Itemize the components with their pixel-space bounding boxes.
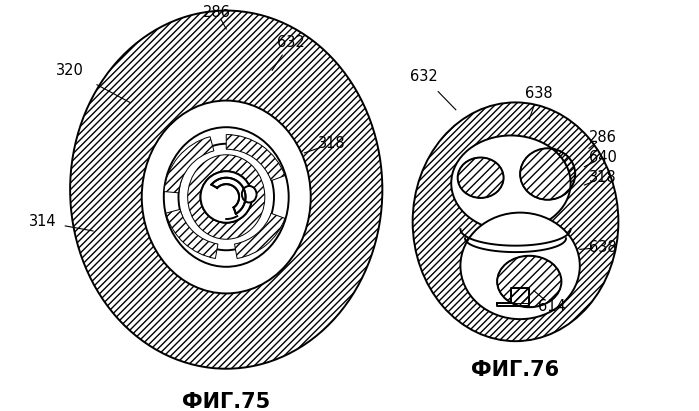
Ellipse shape (201, 171, 252, 223)
Text: 286: 286 (589, 130, 617, 145)
Ellipse shape (201, 171, 252, 223)
Text: 314: 314 (29, 214, 57, 229)
Text: 638: 638 (525, 86, 552, 101)
Text: ФИГ.75: ФИГ.75 (182, 392, 271, 411)
Wedge shape (164, 137, 214, 193)
Ellipse shape (70, 11, 382, 369)
Text: 638: 638 (589, 240, 617, 255)
Ellipse shape (412, 102, 619, 341)
Wedge shape (166, 209, 218, 259)
Text: 614: 614 (538, 299, 566, 314)
Text: 640: 640 (589, 150, 617, 165)
Text: 286: 286 (203, 5, 231, 20)
Text: 318: 318 (589, 170, 617, 185)
Text: 632: 632 (410, 69, 438, 84)
Text: 320: 320 (56, 63, 84, 78)
Ellipse shape (178, 144, 274, 250)
Text: ФИГ.76: ФИГ.76 (471, 360, 560, 379)
Wedge shape (226, 134, 285, 181)
Ellipse shape (242, 186, 257, 203)
Wedge shape (235, 213, 285, 259)
Ellipse shape (452, 136, 570, 231)
Text: 632: 632 (277, 35, 304, 50)
Ellipse shape (461, 212, 579, 319)
Text: 318: 318 (318, 136, 346, 151)
Ellipse shape (142, 101, 311, 293)
